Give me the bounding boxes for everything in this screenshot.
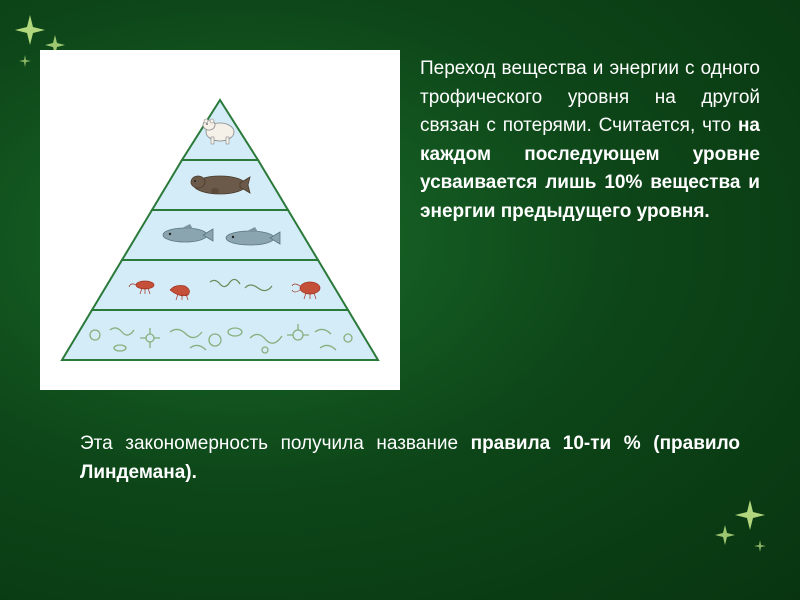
trophic-pyramid — [50, 60, 390, 380]
para1-text: Переход вещества и энергии с одного троф… — [420, 58, 760, 136]
main-paragraph: Переход вещества и энергии с одного троф… — [420, 50, 760, 390]
para2-text: Эта закономерность получила название — [80, 433, 471, 454]
pyramid-container — [40, 50, 400, 390]
sparkle-decoration-bottom-right — [710, 490, 780, 560]
bottom-paragraph: Эта закономерность получила название пра… — [80, 430, 740, 487]
content-row: Переход вещества и энергии с одного троф… — [40, 50, 760, 390]
